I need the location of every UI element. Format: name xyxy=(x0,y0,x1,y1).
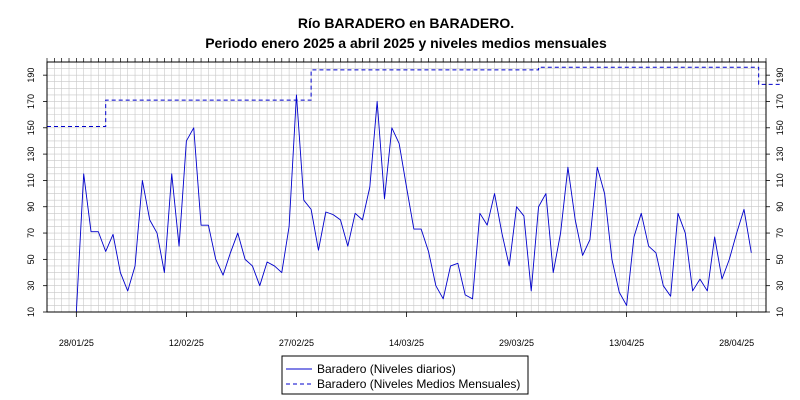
legend: Baradero (Niveles diarios) Baradero (Niv… xyxy=(281,355,529,395)
x-tick-label: 28/01/25 xyxy=(59,338,94,348)
y-tick-label-left: 10 xyxy=(26,307,36,317)
y-tick-label-right: 150 xyxy=(775,120,785,135)
chart-subtitle: Periodo enero 2025 a abril 2025 y nivele… xyxy=(205,35,607,51)
x-tick-label: 12/02/25 xyxy=(169,338,204,348)
legend-box xyxy=(281,355,529,395)
plot-frame xyxy=(46,61,767,313)
x-tick-label: 27/02/25 xyxy=(279,338,314,348)
y-tick-label-right: 190 xyxy=(775,68,785,83)
x-tick-label: 14/03/25 xyxy=(389,338,424,348)
y-tick-label-left: 130 xyxy=(26,147,36,162)
y-tick-label-right: 130 xyxy=(775,147,785,162)
y-tick-label-right: 110 xyxy=(775,173,785,187)
y-tick-label-left: 150 xyxy=(26,120,36,135)
y-tick-label-left: 90 xyxy=(26,202,36,212)
y-tick-label-right: 170 xyxy=(775,94,785,109)
y-tick-label-left: 70 xyxy=(26,228,36,238)
y-tick-label-left: 190 xyxy=(26,68,36,83)
y-tick-label-right: 70 xyxy=(775,228,785,238)
x-tick-label: 13/04/25 xyxy=(609,338,644,348)
series-monthly-mean-line xyxy=(47,66,781,127)
y-tick-label-right: 50 xyxy=(775,254,785,264)
y-tick-label-left: 170 xyxy=(26,94,36,109)
series-lines xyxy=(47,66,781,313)
y-tick-label-left: 30 xyxy=(26,281,36,291)
axis-ticks: 10 10 30 30 50 50 70 70 90 90 110 110 130 130 150 150 17… xyxy=(26,58,785,348)
chart-title: Río BARADERO en BARADERO. xyxy=(298,15,514,31)
y-tick-label-left: 110 xyxy=(26,173,36,187)
y-tick-label-right: 30 xyxy=(775,281,785,291)
y-tick-label-left: 50 xyxy=(26,254,36,264)
x-tick-label: 28/04/25 xyxy=(719,338,754,348)
y-tick-label-right: 90 xyxy=(775,202,785,212)
legend-label-daily: Baradero (Niveles diarios) xyxy=(317,362,456,376)
legend-label-monthly: Baradero (Niveles Medios Mensuales) xyxy=(317,377,520,391)
y-tick-label-right: 10 xyxy=(775,307,785,317)
series-daily-levels-line xyxy=(75,94,752,313)
x-tick-label: 29/03/25 xyxy=(499,338,534,348)
